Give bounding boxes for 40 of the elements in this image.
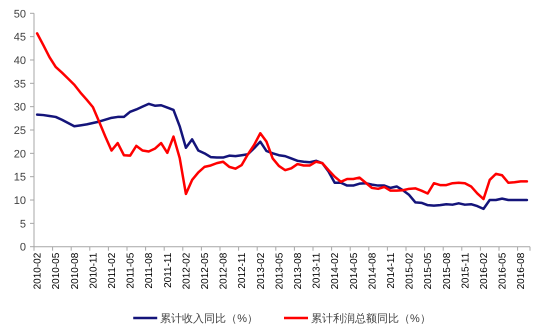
y-tick-label: 5 — [20, 218, 26, 230]
x-tick-label: 2011-11 — [162, 252, 174, 288]
x-tick-label: 2014-05 — [348, 252, 360, 290]
x-tick-label: 2012-02 — [181, 252, 192, 290]
legend-label: 累计收入同比（%） — [160, 312, 258, 325]
y-tick-label: 45 — [14, 32, 26, 44]
x-tick-label: 2012-11 — [237, 252, 248, 289]
x-tick-label: 2014-02 — [330, 252, 342, 290]
x-tick-label: 2016-02 — [479, 252, 490, 290]
y-tick-label: 35 — [14, 78, 26, 90]
x-tick-label: 2016-05 — [498, 252, 509, 290]
x-tick-label: 2015-05 — [423, 252, 434, 290]
x-tick-label: 2010-02 — [32, 252, 44, 290]
x-tick-label: 2012-05 — [200, 252, 211, 290]
x-tick-label: 2010-08 — [70, 252, 81, 290]
x-tick-label: 2010-05 — [51, 252, 62, 290]
legend-label: 累计利润总额同比（%） — [311, 312, 431, 325]
y-tick-label: 25 — [14, 125, 26, 137]
y-tick-label: 0 — [20, 242, 26, 254]
x-tick-label: 2013-05 — [274, 252, 286, 290]
x-tick-label: 2010-11 — [88, 252, 100, 289]
x-tick-label: 2013-08 — [293, 252, 304, 290]
x-tick-label: 2014-11 — [386, 252, 397, 289]
x-tick-label: 2015-02 — [404, 252, 416, 290]
y-tick-label: 10 — [14, 195, 26, 208]
x-tick-label: 2013-11 — [312, 252, 323, 289]
x-tick-label: 2015-08 — [442, 252, 453, 290]
x-tick-label: 2011-08 — [144, 252, 156, 289]
y-tick-label: 20 — [14, 148, 26, 160]
x-tick-label: 2013-02 — [256, 252, 267, 290]
x-tick-label: 2011-02 — [107, 252, 118, 289]
y-tick-label: 15 — [14, 172, 26, 184]
x-tick-label: 2016-08 — [516, 252, 528, 290]
x-tick-label: 2014-08 — [367, 252, 378, 290]
x-tick-label: 2011-05 — [126, 252, 137, 289]
x-tick-label: 2012-08 — [218, 252, 230, 290]
y-tick-label: 50 — [14, 8, 26, 20]
x-tick-label: 2015-11 — [460, 252, 472, 289]
y-tick-label: 40 — [14, 54, 26, 67]
y-tick-label: 30 — [14, 102, 26, 114]
